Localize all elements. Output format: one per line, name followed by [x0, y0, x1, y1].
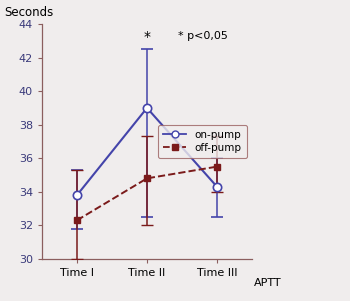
Text: * p<0,05: * p<0,05: [178, 31, 228, 41]
Legend: on-pump, off-pump: on-pump, off-pump: [158, 125, 247, 158]
Text: APTT: APTT: [254, 278, 282, 288]
Text: Seconds: Seconds: [4, 6, 54, 19]
Text: *: *: [144, 30, 150, 44]
